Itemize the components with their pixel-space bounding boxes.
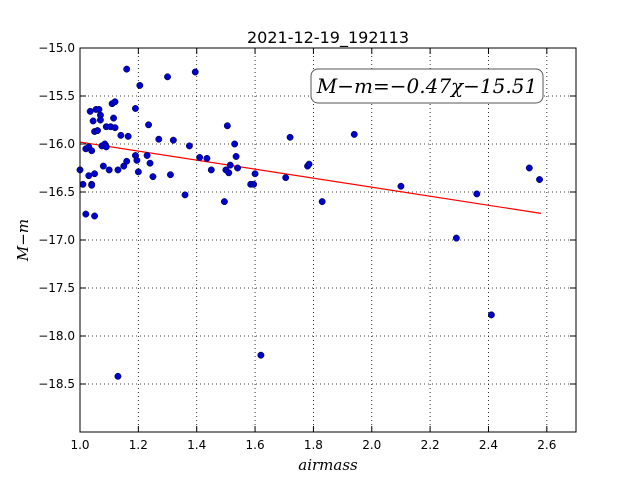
data-point (86, 107, 94, 115)
y-tick-label: −17.5 (38, 281, 75, 295)
fit-line-group (79, 141, 542, 214)
annotation-text: M−m=−0.47χ−15.51 (316, 74, 537, 98)
data-point (88, 147, 96, 155)
data-point (257, 351, 265, 359)
data-point (473, 190, 481, 198)
y-tick-label: −18.5 (38, 377, 75, 391)
x-tick-label: 1.2 (129, 438, 148, 452)
x-tick-label: 1.0 (70, 438, 89, 452)
x-tick-label: 1.8 (304, 438, 323, 452)
data-point (196, 153, 204, 161)
data-point (111, 124, 119, 132)
data-point (124, 132, 132, 140)
data-point (185, 142, 193, 150)
data-point (123, 65, 131, 73)
x-tick-label: 1.4 (187, 438, 206, 452)
y-tick-label: −17.0 (38, 233, 75, 247)
y-tick-label: −15.0 (38, 41, 75, 55)
data-point (134, 168, 142, 176)
x-tick-label: 1.6 (246, 438, 265, 452)
x-tick-label: 2.4 (479, 438, 498, 452)
data-point (110, 114, 118, 122)
data-point (111, 98, 119, 106)
data-point (114, 372, 122, 380)
y-tick-label: −16.0 (38, 137, 75, 151)
data-point (91, 170, 99, 178)
data-point (169, 136, 177, 144)
data-point (223, 122, 231, 130)
data-point (487, 311, 495, 319)
x-tick-label: 2.0 (362, 438, 381, 452)
data-point (96, 116, 104, 124)
data-point (536, 176, 543, 183)
data-point (191, 68, 199, 76)
data-point (155, 135, 163, 143)
data-point (123, 157, 131, 165)
y-tick-label: −18.0 (38, 329, 75, 343)
data-point (114, 166, 122, 174)
data-point (105, 166, 113, 174)
data-point (131, 105, 139, 112)
data-point (225, 169, 233, 177)
chart-title: 2021-12-19_192113 (247, 28, 409, 48)
data-point (136, 81, 144, 89)
data-point (133, 156, 141, 164)
fit-line (79, 141, 542, 214)
data-point (143, 152, 151, 159)
data-point (79, 180, 87, 188)
x-tick-label: 2.6 (537, 438, 556, 452)
data-point (350, 130, 358, 138)
data-point (226, 161, 234, 169)
fit-annotation: M−m=−0.47χ−15.51 (310, 68, 544, 104)
data-point (164, 73, 171, 81)
data-point (94, 127, 101, 135)
data-point (282, 174, 290, 182)
data-point (117, 131, 125, 139)
data-point (99, 162, 107, 170)
data-point (318, 198, 326, 206)
data-point (231, 140, 239, 148)
data-point (166, 171, 174, 179)
data-point (397, 182, 405, 190)
data-point (234, 164, 242, 172)
data-point (91, 212, 99, 220)
data-point (250, 180, 258, 188)
data-points (76, 65, 543, 380)
data-point (149, 173, 157, 181)
data-point (207, 166, 215, 174)
data-point (88, 181, 96, 189)
data-point (82, 210, 90, 218)
data-point (145, 121, 153, 129)
data-point (286, 133, 294, 141)
y-tick-label: −15.5 (38, 89, 75, 103)
y-axis-label: M−m (14, 219, 32, 262)
data-point (85, 172, 93, 180)
data-point (220, 198, 228, 206)
data-point (203, 154, 211, 162)
axis-ticks: 1.0 1.2 1.4 1.6 1.8 2.0 2.2 2.4 2.6 −15.0 −15.5 −16… (38, 41, 576, 452)
annotation-box (310, 68, 544, 104)
data-point (89, 117, 97, 125)
x-axis-label: airmass (298, 456, 358, 474)
data-point (305, 160, 313, 168)
data-point (146, 159, 154, 167)
data-point (232, 153, 240, 160)
data-point (102, 143, 110, 151)
data-point (251, 170, 259, 178)
data-point (181, 191, 189, 199)
x-tick-label: 2.2 (421, 438, 440, 452)
y-tick-label: −16.5 (38, 185, 75, 199)
data-point (452, 234, 460, 242)
data-point (95, 105, 103, 113)
data-point (525, 164, 533, 172)
